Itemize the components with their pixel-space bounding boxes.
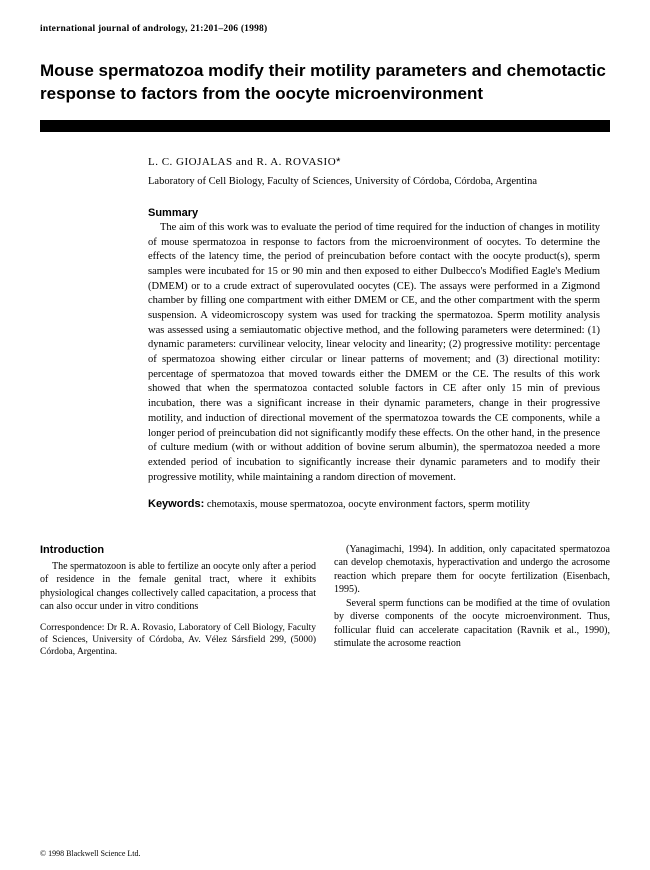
keywords: Keywords: chemotaxis, mouse spermatozoa,… [148, 497, 600, 513]
corresponding-star-icon: * [336, 156, 341, 168]
right-column: (Yanagimachi, 1994). In addition, only c… [334, 543, 610, 659]
affiliation: Laboratory of Cell Biology, Faculty of S… [148, 176, 600, 187]
summary-heading: Summary [148, 207, 600, 219]
keywords-text: chemotaxis, mouse spermatozoa, oocyte en… [204, 499, 530, 510]
article-title: Mouse spermatozoa modify their motility … [40, 60, 610, 106]
intro-paragraph-1: The spermatozoon is able to fertilize an… [40, 560, 316, 614]
intro-paragraph-3: Several sperm functions can be modified … [334, 597, 610, 651]
divider-bar [40, 120, 610, 132]
intro-paragraph-2: (Yanagimachi, 1994). In addition, only c… [334, 543, 610, 597]
header-block: L. C. GIOJALAS and R. A. ROVASIO* Labora… [148, 156, 600, 513]
keywords-label: Keywords: [148, 498, 204, 510]
summary-text: The aim of this work was to evaluate the… [148, 221, 600, 485]
left-column: Introduction The spermatozoon is able to… [40, 543, 316, 659]
introduction-columns: Introduction The spermatozoon is able to… [40, 543, 610, 659]
authors-text: L. C. GIOJALAS and R. A. ROVASIO [148, 156, 336, 168]
journal-header: international journal of andrology, 21:2… [40, 24, 610, 34]
introduction-heading: Introduction [40, 543, 316, 558]
authors: L. C. GIOJALAS and R. A. ROVASIO* [148, 156, 600, 168]
correspondence: Correspondence: Dr R. A. Rovasio, Labora… [40, 622, 316, 659]
copyright: © 1998 Blackwell Science Ltd. [40, 849, 141, 858]
